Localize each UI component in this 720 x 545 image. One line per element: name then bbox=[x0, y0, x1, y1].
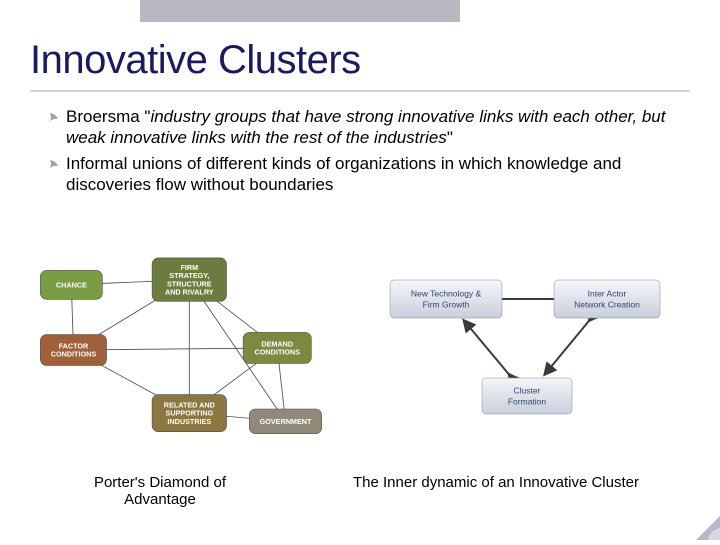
bullet-post: " bbox=[447, 128, 453, 147]
svg-text:CONDITIONS: CONDITIONS bbox=[255, 348, 301, 357]
svg-text:INDUSTRIES: INDUSTRIES bbox=[167, 417, 211, 426]
bullet-text: Broersma "industry groups that have stro… bbox=[66, 106, 688, 149]
bullet-icon bbox=[48, 157, 66, 175]
bullet-text: Informal unions of different kinds of or… bbox=[66, 153, 688, 196]
svg-text:AND RIVALRY: AND RIVALRY bbox=[165, 288, 214, 297]
cluster-caption: The Inner dynamic of an Innovative Clust… bbox=[346, 474, 646, 491]
svg-text:CHANCE: CHANCE bbox=[56, 280, 87, 289]
porter-diamond-diagram: CHANCEFIRMSTRATEGY,STRUCTUREAND RIVALRYF… bbox=[30, 250, 330, 450]
bullet-list: Broersma "industry groups that have stro… bbox=[48, 106, 688, 199]
svg-text:Cluster: Cluster bbox=[514, 386, 541, 396]
svg-text:Firm Growth: Firm Growth bbox=[423, 300, 470, 310]
bullet-italic: industry groups that have strong innovat… bbox=[66, 107, 665, 147]
top-bar bbox=[140, 0, 460, 22]
svg-text:Formation: Formation bbox=[508, 397, 547, 407]
svg-text:CONDITIONS: CONDITIONS bbox=[51, 350, 97, 359]
bullet-icon bbox=[48, 110, 66, 128]
bullet-item: Broersma "industry groups that have stro… bbox=[48, 106, 688, 149]
title-underline bbox=[30, 90, 690, 92]
diamond-caption: Porter's Diamond of Advantage bbox=[60, 474, 260, 508]
svg-text:Inter Actor: Inter Actor bbox=[588, 289, 627, 299]
diagrams-area: CHANCEFIRMSTRATEGY,STRUCTUREAND RIVALRYF… bbox=[30, 250, 690, 500]
corner-fold-icon bbox=[696, 516, 720, 540]
svg-text:New Technology &: New Technology & bbox=[411, 289, 482, 299]
bullet-item: Informal unions of different kinds of or… bbox=[48, 153, 688, 196]
bullet-pre: Broersma " bbox=[66, 107, 150, 126]
svg-text:Network Creation: Network Creation bbox=[574, 300, 640, 310]
svg-text:GOVERNMENT: GOVERNMENT bbox=[260, 417, 312, 426]
page-title: Innovative Clusters bbox=[30, 38, 361, 83]
cluster-dynamic-diagram: New Technology &Firm Growth Inter ActorNe… bbox=[370, 260, 680, 440]
bullet-pre: Informal unions of different kinds of or… bbox=[66, 154, 621, 194]
